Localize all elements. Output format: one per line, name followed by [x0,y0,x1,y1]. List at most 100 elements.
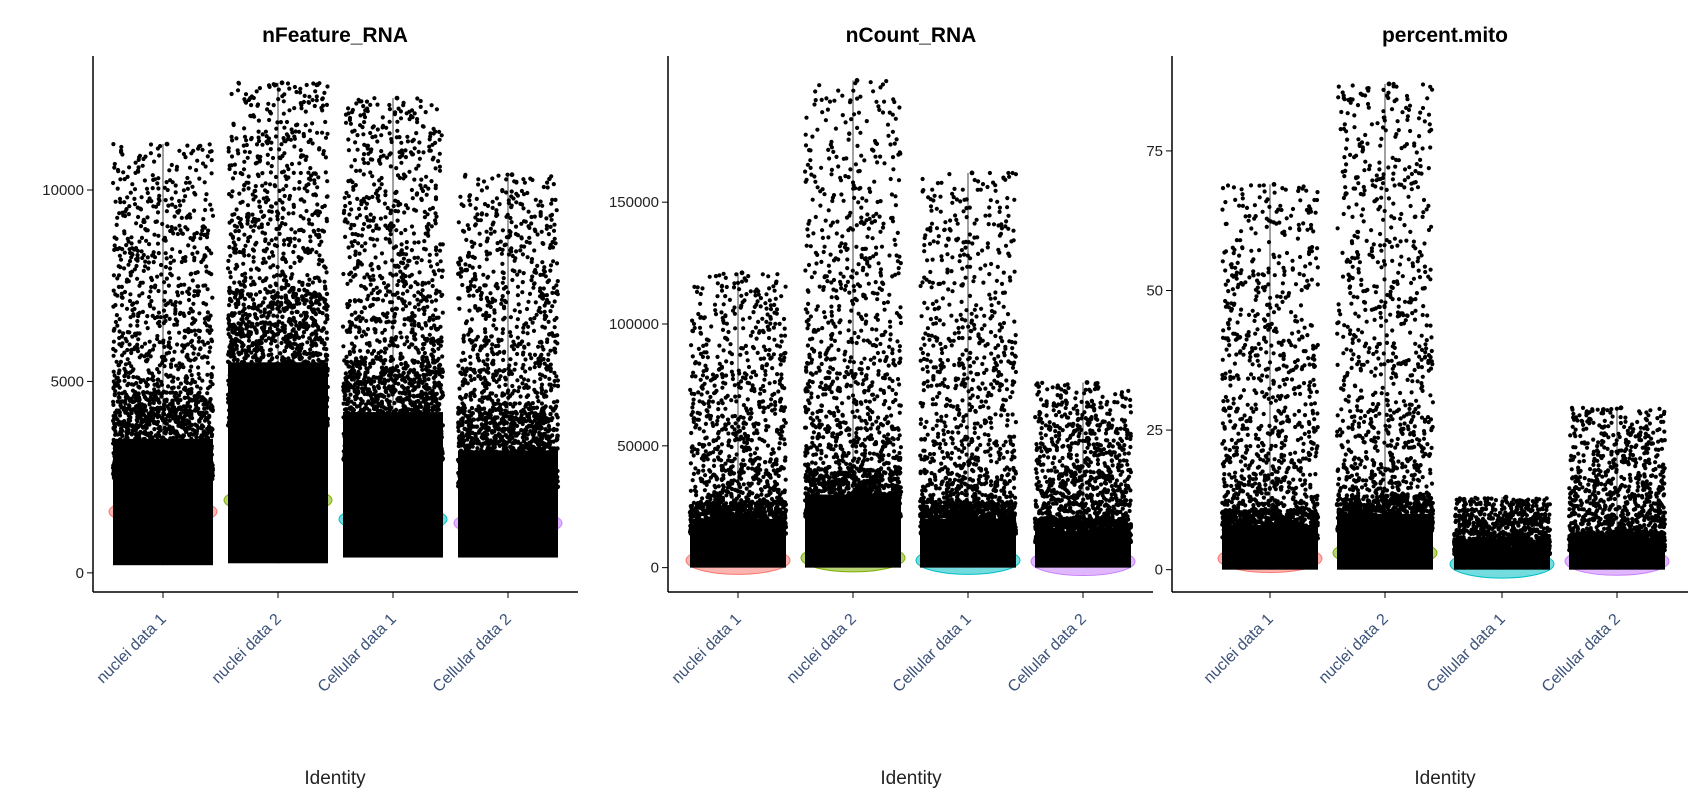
data-point [412,241,416,245]
data-point [121,459,125,463]
data-point [152,452,156,456]
data-point [306,171,310,175]
data-point [273,322,277,326]
data-point [140,256,144,260]
data-point [190,380,194,384]
data-point [271,263,275,267]
data-point [234,263,238,267]
data-point [321,297,325,301]
data-point [206,154,210,158]
data-point [269,377,273,381]
data-point [257,366,261,370]
data-point [165,180,169,184]
data-point [133,471,137,475]
y-tick-label: 5000 [51,373,84,390]
data-point [112,166,116,170]
data-point [299,214,303,218]
data-point [162,309,166,313]
data-point [242,233,246,237]
data-point [138,430,142,434]
data-point [176,232,180,236]
data-point [253,312,257,316]
data-point [134,161,138,165]
data-point [240,393,244,397]
data-point [325,219,329,223]
data-point [151,314,155,318]
data-point [231,122,235,126]
data-point [229,422,233,426]
data-point [152,387,156,391]
data-point [127,204,131,208]
data-point [320,380,324,384]
data-point [148,289,152,293]
data-point [197,391,201,395]
data-point [323,287,327,291]
data-point [114,247,118,251]
data-point [276,265,280,269]
data-point [260,184,264,188]
data-point [250,360,254,364]
data-point [117,264,121,268]
data-point [277,377,281,381]
x-tick-label: Cellular data 2 [430,611,515,696]
data-point [187,298,191,302]
data-point [129,452,133,456]
data-point [111,305,115,309]
data-point [176,399,180,403]
data-point [157,400,161,404]
data-point [238,381,242,385]
data-point [116,399,120,403]
data-point [354,250,358,254]
data-point [324,170,328,174]
data-point [146,383,150,387]
data-point [247,339,251,343]
data-point [317,337,321,341]
data-point [240,403,244,407]
data-point [357,207,361,211]
data-point [113,433,117,437]
data-point [379,133,383,137]
data-point [197,144,201,148]
data-point [205,323,209,327]
data-point [156,234,160,238]
data-point [227,192,231,196]
data-point [375,238,379,242]
data-point [251,355,255,359]
data-point [190,339,194,343]
data-point [311,280,315,284]
data-point [157,251,161,255]
data-point [227,149,231,153]
data-point [282,238,286,242]
data-point [283,194,287,198]
data-point [136,477,140,481]
data-point [228,335,232,339]
data-point [257,130,261,134]
data-point [271,156,275,160]
data-point [279,341,283,345]
data-point [151,186,155,190]
data-point [196,365,200,369]
data-point [348,393,352,397]
data-point [229,377,233,381]
data-point [314,299,318,303]
data-point [243,285,247,289]
data-point [123,290,127,294]
data-point [145,187,149,191]
data-point [203,226,207,230]
data-point [151,378,155,382]
data-point [135,460,139,464]
data-point [304,110,308,114]
data-point [193,329,197,333]
data-point [299,411,303,415]
data-point [365,272,369,276]
data-point [189,307,193,311]
data-point [255,397,259,401]
data-point [236,216,240,220]
data-point [280,411,284,415]
data-point [164,198,168,202]
data-point [143,342,147,346]
y-tick-label: 0 [76,565,84,582]
data-point [273,416,277,420]
data-point [173,477,177,481]
